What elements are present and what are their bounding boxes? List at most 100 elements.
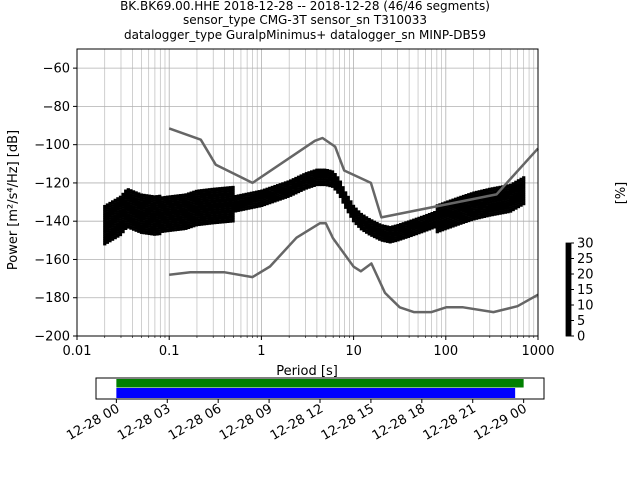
heatmap-cell bbox=[231, 204, 235, 208]
heatmap-cell bbox=[467, 202, 471, 205]
heatmap-cell bbox=[181, 201, 185, 204]
heatmap-cell bbox=[215, 198, 219, 202]
heatmap-cell bbox=[446, 208, 450, 211]
heatmap-cell bbox=[126, 203, 130, 206]
heatmap-cell bbox=[317, 180, 322, 183]
heatmap-cell bbox=[451, 223, 455, 226]
heatmap-cell bbox=[192, 202, 196, 205]
heatmap-cell bbox=[265, 201, 269, 204]
heatmap-cell bbox=[391, 229, 395, 232]
heatmap-cell bbox=[509, 210, 513, 213]
heatmap-cell bbox=[338, 180, 343, 183]
heatmap-cell bbox=[113, 200, 117, 203]
heatmap-cell bbox=[176, 221, 180, 224]
heatmap-cell bbox=[289, 181, 293, 184]
heatmap-cell bbox=[501, 208, 505, 211]
heatmap-cell bbox=[370, 221, 374, 224]
heatmap-cell bbox=[116, 222, 120, 225]
heatmap-cell bbox=[446, 219, 450, 222]
heatmap-cell bbox=[417, 220, 421, 223]
heatmap-cell bbox=[126, 199, 130, 202]
heatmap-cell bbox=[213, 214, 217, 217]
colorbar-segment bbox=[566, 256, 571, 259]
heatmap-cell bbox=[173, 209, 178, 213]
heatmap-cell bbox=[108, 211, 112, 214]
heatmap-cell bbox=[103, 214, 107, 217]
heatmap-cell bbox=[283, 187, 288, 190]
heatmap-cell bbox=[121, 198, 125, 201]
heatmap-cell bbox=[220, 213, 225, 216]
heatmap-cell bbox=[289, 192, 293, 195]
y-tick-label: −160 bbox=[34, 253, 70, 268]
heatmap-cell bbox=[163, 216, 167, 220]
heatmap-cell bbox=[383, 226, 387, 229]
heatmap-cell bbox=[270, 185, 274, 189]
heatmap-cell bbox=[252, 204, 256, 207]
data-coverage-bar bbox=[116, 379, 524, 388]
heatmap-cell bbox=[396, 235, 400, 238]
heatmap-cell bbox=[474, 190, 479, 194]
heatmap-cell bbox=[514, 201, 518, 204]
heatmap-cell bbox=[291, 183, 295, 187]
heatmap-cell bbox=[147, 207, 151, 211]
heatmap-cell bbox=[469, 203, 473, 206]
heatmap-cell bbox=[391, 234, 395, 238]
psd-segments-bar bbox=[116, 388, 516, 398]
heatmap-cell bbox=[150, 225, 154, 228]
heatmap-cell bbox=[152, 202, 157, 206]
heatmap-cell bbox=[236, 198, 240, 201]
heatmap-cell bbox=[113, 233, 117, 236]
heatmap-cell bbox=[454, 222, 458, 225]
heatmap-cell bbox=[320, 172, 324, 175]
colorbar-segment bbox=[566, 309, 571, 312]
heatmap-cell bbox=[147, 209, 151, 213]
heatmap-cell bbox=[440, 202, 445, 205]
heatmap-cell bbox=[456, 213, 460, 217]
heatmap-cell bbox=[304, 181, 308, 184]
heatmap-cell bbox=[262, 198, 267, 201]
heatmap-cell bbox=[433, 224, 437, 227]
heatmap-cell bbox=[142, 232, 146, 235]
heatmap-cell bbox=[469, 201, 473, 205]
heatmap-cell bbox=[200, 208, 204, 211]
heatmap-cell bbox=[179, 199, 183, 202]
heatmap-cell bbox=[165, 226, 170, 229]
heatmap-cell bbox=[158, 217, 162, 220]
heatmap-cell bbox=[333, 173, 337, 176]
heatmap-cell bbox=[231, 199, 235, 202]
heatmap-cell bbox=[464, 213, 468, 216]
heatmap-cell bbox=[108, 209, 112, 212]
heatmap-cell bbox=[472, 206, 476, 209]
heatmap-cell bbox=[226, 215, 230, 218]
heatmap-cell bbox=[147, 215, 151, 218]
heatmap-cell bbox=[312, 184, 316, 187]
heatmap-cell bbox=[514, 205, 518, 208]
heatmap-cell bbox=[317, 168, 322, 171]
heatmap-cell bbox=[244, 194, 248, 197]
heatmap-cell bbox=[215, 208, 219, 211]
heatmap-cell bbox=[323, 180, 327, 183]
heatmap-cell bbox=[433, 211, 437, 214]
heatmap-cell bbox=[357, 221, 361, 225]
heatmap-cell bbox=[406, 220, 411, 223]
heatmap-cell bbox=[519, 196, 523, 200]
heatmap-cell bbox=[118, 212, 123, 216]
heatmap-cell bbox=[205, 222, 209, 226]
heatmap-cell bbox=[105, 226, 109, 229]
heatmap-cell bbox=[228, 212, 233, 216]
heatmap-cell bbox=[168, 216, 172, 219]
x-tick-label: 0.1 bbox=[159, 344, 180, 359]
heatmap-cell bbox=[207, 209, 212, 212]
heatmap-cell bbox=[385, 236, 390, 240]
heatmap-cell bbox=[268, 186, 272, 189]
heatmap-cell bbox=[474, 211, 479, 215]
heatmap-cell bbox=[129, 193, 133, 196]
heatmap-cell bbox=[173, 200, 178, 203]
heatmap-cell bbox=[262, 188, 267, 191]
heatmap-cell bbox=[218, 208, 222, 211]
heatmap-cell bbox=[192, 217, 196, 220]
heatmap-cell bbox=[469, 219, 473, 222]
heatmap-cell bbox=[192, 209, 196, 213]
heatmap-cell bbox=[283, 192, 288, 196]
heatmap-cell bbox=[163, 199, 167, 202]
